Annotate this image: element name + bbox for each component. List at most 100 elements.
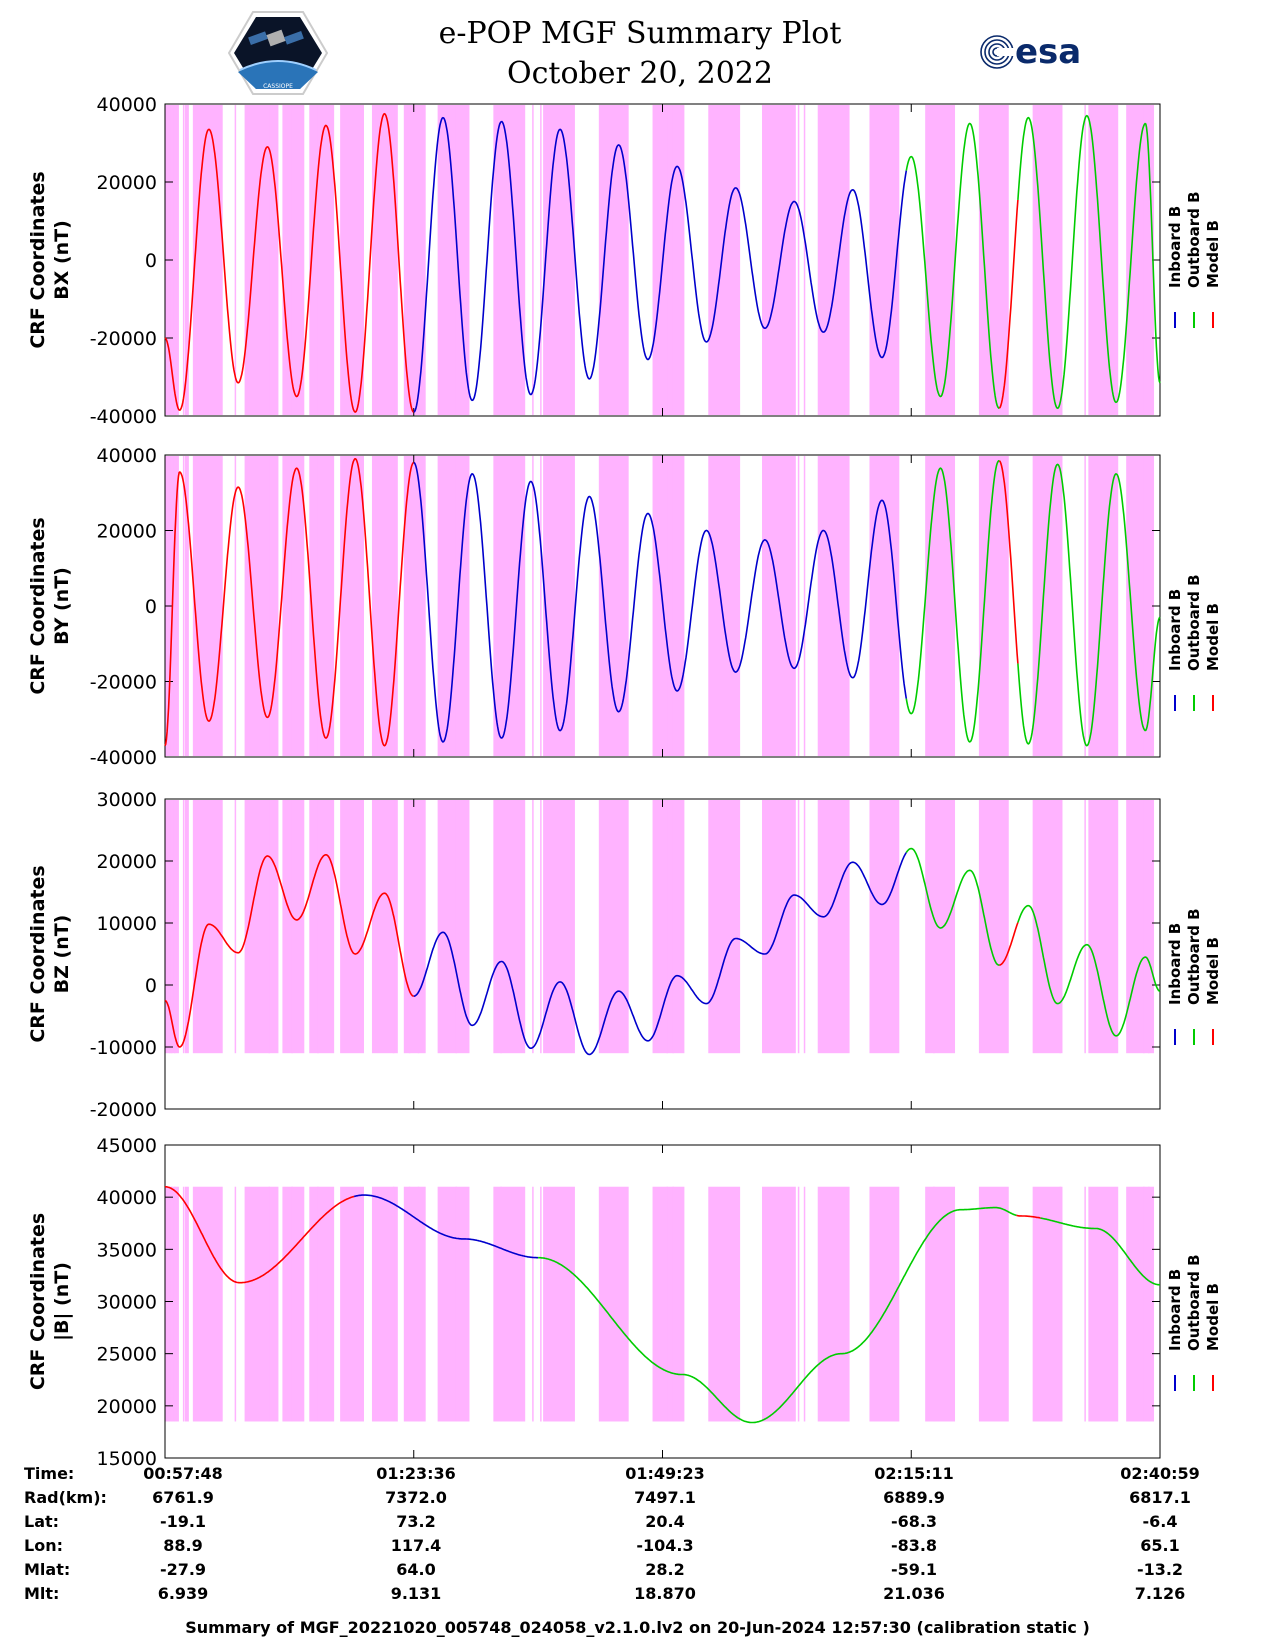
shaded-interval-line xyxy=(1059,456,1062,756)
shaded-interval-line xyxy=(317,105,319,415)
series-model-line xyxy=(164,112,415,413)
shaded-interval-line xyxy=(803,456,806,756)
shaded-interval-line xyxy=(1084,105,1086,415)
shaded-interval xyxy=(184,105,189,415)
satellite-mission-patch-icon: CASSIOPE xyxy=(228,11,328,95)
shaded-interval-line xyxy=(666,105,668,415)
shaded-interval-line xyxy=(408,105,411,415)
table-cell-lat: -68.3 xyxy=(890,1512,938,1531)
table-cell-rad: 6761.9 xyxy=(152,1488,214,1507)
series-outboard-line xyxy=(905,460,1000,743)
shaded-interval xyxy=(244,105,279,415)
shaded-interval-line xyxy=(168,800,171,1054)
shaded-interval xyxy=(708,105,741,415)
table-cell-lon: -104.3 xyxy=(636,1536,694,1555)
shaded-interval-line xyxy=(933,800,935,1054)
y-tick-label: -40000 xyxy=(90,406,157,428)
shaded-interval-line xyxy=(234,105,237,415)
y-tick-label: 40000 xyxy=(97,1187,157,1209)
shaded-interval-line xyxy=(1084,1186,1086,1422)
shaded-interval-line xyxy=(417,105,420,415)
shaded-interval xyxy=(309,456,335,756)
shaded-interval-line xyxy=(532,456,534,756)
series-outboard-line xyxy=(538,1206,1017,1424)
series-inboard-line xyxy=(413,461,908,743)
plot-title: e-POP MGF Summary Plot October 20, 2022 xyxy=(380,14,900,94)
shaded-interval xyxy=(192,456,223,756)
shaded-interval xyxy=(652,105,685,415)
chart-panel-3: 30000 20000 10000 0 -10000 -20000 CRF Coordina… xyxy=(27,789,1222,1121)
y-axis-label-line1: CRF Coordinates xyxy=(27,171,49,348)
shaded-interval-line xyxy=(317,1186,319,1422)
shaded-interval-line xyxy=(1148,456,1150,756)
title-line2: October 20, 2022 xyxy=(507,56,773,91)
shaded-interval xyxy=(192,1186,223,1422)
table-row-label: Mlt: xyxy=(24,1584,60,1603)
shaded-interval-line xyxy=(173,800,176,1054)
table-cell-mlt: 6.939 xyxy=(157,1584,209,1603)
y-tick-label: -40000 xyxy=(90,747,157,769)
shaded-interval xyxy=(925,1186,956,1422)
table-cell-mlt: 7.126 xyxy=(1134,1584,1186,1603)
shaded-interval-line xyxy=(455,456,458,756)
series-outboard-line xyxy=(905,847,1000,966)
y-axis-label-line1: CRF Coordinates xyxy=(27,865,49,1042)
title-line1: e-POP MGF Summary Plot xyxy=(438,16,842,51)
shaded-interval-line xyxy=(532,800,534,1054)
shaded-interval-line xyxy=(234,800,237,1054)
shaded-interval-line xyxy=(408,456,411,756)
shaded-interval-line xyxy=(797,105,800,415)
shaded-interval xyxy=(762,456,796,756)
shaded-interval xyxy=(1032,105,1063,415)
shaded-interval xyxy=(978,800,1009,1054)
shaded-interval-line xyxy=(291,105,293,415)
table-cell-lat: -6.4 xyxy=(1142,1512,1178,1531)
shaded-interval xyxy=(598,1186,629,1422)
shaded-interval xyxy=(340,456,364,756)
patch-text: CASSIOPE xyxy=(263,83,293,90)
shaded-interval-line xyxy=(234,1186,237,1422)
shaded-interval-line xyxy=(672,1186,674,1422)
legend-inboard-label: Inboard B xyxy=(1166,206,1184,288)
series-model-line xyxy=(1016,1214,1041,1219)
shaded-interval-line xyxy=(417,456,420,756)
shaded-interval xyxy=(708,456,741,756)
y-tick-label: 40000 xyxy=(97,445,157,467)
shaded-interval xyxy=(762,1186,796,1422)
shaded-interval xyxy=(543,800,575,1054)
shaded-interval xyxy=(543,456,575,756)
y-tick-label: 20000 xyxy=(97,521,157,543)
shaded-interval xyxy=(493,456,526,756)
shaded-interval-line xyxy=(666,800,668,1054)
shaded-interval xyxy=(708,800,741,1054)
shaded-interval xyxy=(437,456,470,756)
shaded-interval xyxy=(244,800,279,1054)
shaded-interval xyxy=(1088,1186,1119,1422)
table-cell-lat: 20.4 xyxy=(645,1512,685,1531)
shaded-interval xyxy=(817,456,850,756)
chart-panel-1: 40000 20000 0 -20000 -40000 CRF Coordinates BX… xyxy=(27,94,1222,428)
shaded-interval-line xyxy=(455,800,458,1054)
legend-outboard-label: Outboard B xyxy=(1185,191,1203,288)
table-cell-time: 00:57:48 xyxy=(143,1464,223,1483)
y-tick-label: 0 xyxy=(145,250,157,272)
shaded-interval-line xyxy=(417,1186,420,1422)
y-tick-label: -20000 xyxy=(90,672,157,694)
shaded-interval-line xyxy=(268,105,270,415)
shaded-interval xyxy=(309,105,335,415)
y-tick-label: 20000 xyxy=(97,851,157,873)
shaded-interval-line xyxy=(1143,456,1145,756)
shaded-interval xyxy=(925,105,956,415)
shaded-interval-line xyxy=(540,1186,542,1422)
table-cell-mlt: 9.131 xyxy=(390,1584,442,1603)
shaded-interval-line xyxy=(797,456,800,756)
shaded-interval xyxy=(598,456,629,756)
shaded-interval xyxy=(817,105,850,415)
shaded-interval xyxy=(437,105,470,415)
shaded-interval-line xyxy=(182,1186,185,1422)
shaded-interval-line xyxy=(182,456,185,756)
footer-summary: Summary of MGF_20221020_005748_024058_v2… xyxy=(185,1618,1090,1637)
shaded-interval xyxy=(309,1186,335,1422)
table-cell-time: 02:40:59 xyxy=(1120,1464,1200,1483)
series-inboard-line xyxy=(353,1194,539,1259)
